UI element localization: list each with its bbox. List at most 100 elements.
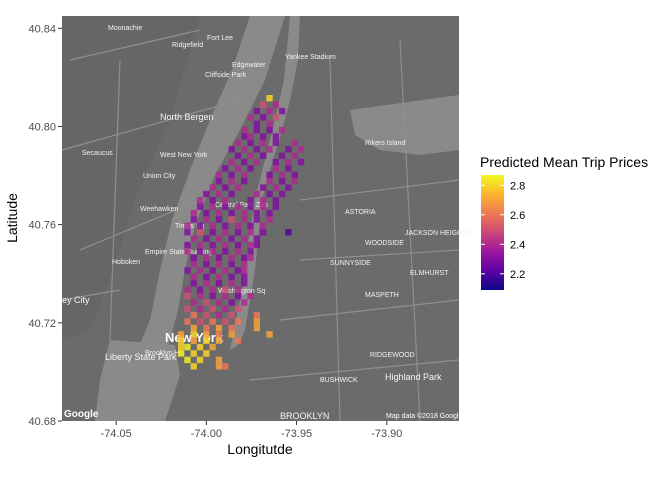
y-tick-label: 40.84	[28, 23, 56, 35]
heatmap-cell	[228, 209, 235, 217]
map-label-edgewater: Edgewater	[232, 62, 266, 69]
heatmap-cell	[297, 158, 305, 166]
heatmap-cell	[209, 267, 216, 274]
map-label-ridgefield: Ridgefield	[172, 42, 203, 49]
heatmap-cell	[196, 343, 204, 351]
heatmap-cell	[209, 286, 216, 293]
heatmap-cell	[196, 267, 204, 274]
heatmap-cell	[190, 324, 197, 332]
heatmap-cell	[253, 190, 260, 198]
heatmap-cell	[215, 216, 223, 223]
heatmap-cell	[203, 190, 210, 198]
heatmap-cell	[285, 158, 292, 166]
heatmap-cell	[184, 248, 191, 255]
heatmap-cell	[234, 229, 242, 236]
heatmap-cell	[209, 343, 216, 351]
heatmap-cell	[234, 222, 242, 230]
x-axis-title: Longitutde	[227, 441, 293, 457]
heatmap-cell	[184, 292, 191, 300]
heatmap-cell	[234, 267, 242, 274]
heatmap-cell	[260, 114, 267, 121]
colorbar-legend: Predicted Mean Trip Prices 2.2 2.4 2.6 2.8	[480, 154, 648, 290]
heatmap-cell	[209, 184, 216, 191]
map-road	[61, 99, 241, 151]
heatmap-cell	[184, 222, 191, 230]
heatmap-cell	[247, 254, 254, 261]
heatmap-cell	[272, 101, 279, 108]
map-label-cliffside-park: Cliffside Park	[205, 72, 247, 79]
heatmap-cell	[215, 171, 223, 178]
heatmap-cell	[228, 171, 235, 178]
heatmap-cell	[228, 299, 235, 306]
heatmap-cell	[196, 222, 204, 230]
heatmap-cell	[209, 305, 216, 312]
heatmap-cell	[222, 229, 229, 236]
heatmap-cell	[215, 235, 223, 242]
heatmap-cell	[279, 190, 286, 198]
x-tick-label: -74.05	[101, 428, 132, 440]
y-axis-title: Latitude	[4, 193, 20, 243]
heatmap-cell	[234, 203, 242, 210]
map-label-maspeth: MASPETH	[365, 292, 399, 299]
heatmap-cell	[177, 343, 185, 351]
map-label-bushwick: BUSHWICK	[320, 377, 358, 384]
heatmap-cell	[222, 363, 229, 370]
heatmap-cell	[203, 312, 210, 319]
heatmap-cell	[241, 178, 248, 185]
heatmap-cell	[272, 139, 279, 147]
heatmap-cell	[215, 190, 223, 198]
heatmap-cell	[272, 165, 279, 172]
heatmap-cell	[247, 203, 254, 210]
heatmap-cell	[196, 248, 204, 255]
heatmap-cell	[190, 216, 197, 223]
heatmap-cells	[177, 95, 305, 370]
heatmap-cell	[247, 139, 254, 147]
heatmap-cell	[241, 209, 248, 217]
heatmap-cell	[203, 280, 210, 287]
heatmap-cell	[272, 184, 279, 191]
map-label-secaucus: Secaucus	[82, 150, 113, 157]
heatmap-cell	[260, 184, 267, 191]
heatmap-cell	[279, 171, 286, 178]
heatmap-cell	[260, 203, 267, 210]
heatmap-cell	[209, 248, 216, 255]
heatmap-cell	[241, 261, 248, 268]
heatmap-cell	[190, 254, 197, 261]
heatmap-cell	[215, 324, 223, 332]
map-road	[61, 289, 121, 301]
map-road	[69, 29, 201, 61]
heatmap-cell	[234, 305, 242, 312]
heatmap-cell	[190, 312, 197, 319]
heatmap-cell	[190, 280, 197, 287]
heatmap-cell	[203, 324, 210, 332]
heatmap-cell	[272, 197, 279, 204]
heatmap-cell	[297, 146, 305, 153]
map-label-elmhurst: ELMHURST	[410, 270, 449, 277]
heatmap-cell	[260, 133, 267, 140]
heatmap-cell	[266, 209, 273, 217]
heatmap-cell	[215, 356, 223, 364]
map-road	[299, 249, 460, 261]
heatmap-cell	[215, 273, 223, 281]
map-label-yankee-stadium: Yankee Stadium	[285, 54, 336, 61]
heatmap-cell	[234, 248, 242, 255]
heatmap-cell	[190, 299, 197, 306]
heatmap-cell	[234, 152, 242, 159]
heatmap-cell	[222, 184, 229, 191]
heatmap-cell	[177, 331, 185, 338]
heatmap-cell	[184, 286, 191, 293]
heatmap-cell	[234, 241, 242, 249]
heatmap-cell	[260, 152, 267, 159]
heatmap-cell	[222, 222, 229, 230]
heatmap-cell	[215, 280, 223, 287]
heatmap-cell	[253, 216, 260, 223]
heatmap-cell	[190, 350, 197, 357]
heatmap-cell	[266, 178, 273, 185]
heatmap-cell	[222, 305, 229, 312]
heatmap-cell	[266, 126, 273, 134]
heatmap-cell	[228, 216, 235, 223]
heatmap-cell	[196, 229, 204, 236]
heatmap-cell	[260, 197, 267, 204]
x-tick-label: -74.00	[191, 428, 222, 440]
heatmap-cell	[222, 267, 229, 274]
